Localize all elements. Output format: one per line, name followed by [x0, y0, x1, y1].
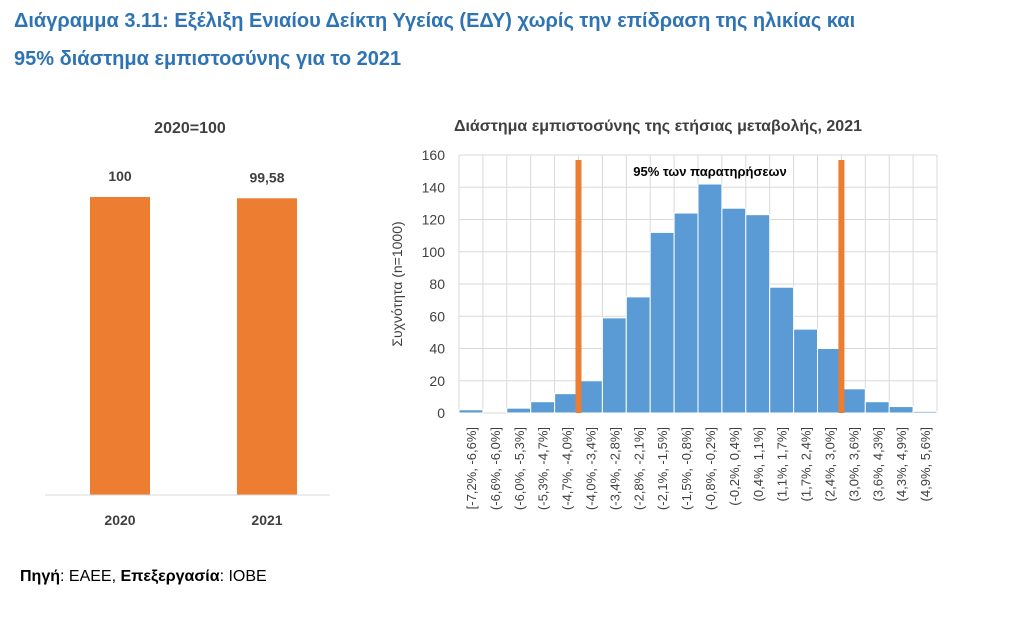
x-tick-label-9: (-1,5%, -0,8%]: [679, 427, 694, 510]
histogram-bar-10: [697, 183, 723, 414]
x-tick-label-17: (3,6%, 4,3%]: [870, 427, 885, 501]
x-tick-label-12: (0,4%, 1,1%]: [751, 427, 766, 501]
histogram-bar-16: [840, 388, 866, 414]
histogram-bar-17: [864, 401, 890, 414]
x-tick-label-13: (1,1%, 1,7%]: [775, 427, 790, 501]
source-note: Πηγή: ΕΑΕΕ, Επεξεργασία: ΙΟΒΕ: [20, 568, 267, 586]
x-tick-label-5: (-4,0%, -3,4%]: [583, 427, 598, 510]
histogram-bar-9: [673, 212, 699, 414]
histogram-bar-13: [769, 286, 795, 414]
chart-title: Διάστημα εμπιστοσύνης της ετήσιας μεταβο…: [454, 118, 862, 135]
title-line-1: Διάγραμμα 3.11: Εξέλιξη Ενιαίου Δείκτη Υ…: [14, 10, 856, 32]
source-label: Πηγή: [20, 568, 60, 585]
data-label-2020: 100: [108, 168, 132, 184]
y-axis-title: Συχνότητα (n=1000): [389, 221, 405, 346]
x-tick-label-18: (4,3%, 4,9%]: [894, 427, 909, 501]
y-tick-label-120: 120: [422, 212, 446, 228]
x-tick-label-4: (-4,7%, -4,0%]: [560, 427, 575, 510]
source-value: : ΕΑΕΕ,: [60, 568, 121, 585]
x-tick-label-14: (1,7%, 2,4%]: [799, 427, 814, 501]
x-tick-label-6: (-3,4%, -2,8%]: [607, 427, 622, 510]
x-tick-label-11: (-0,2%, 0,4%]: [727, 427, 742, 506]
y-tick-label-140: 140: [422, 179, 446, 195]
bar-2020: [90, 197, 150, 495]
x-tick-label-7: (-2,8%, -2,1%]: [631, 427, 646, 510]
histogram-bar-0: [458, 409, 484, 414]
processing-value: : ΙΟΒΕ: [219, 568, 267, 585]
category-label-2020: 2020: [104, 512, 135, 528]
y-tick-label-100: 100: [422, 244, 446, 260]
histogram-bar-18: [888, 406, 914, 414]
title-line-2: 95% διάστημα εμπιστοσύνης για το 2021: [14, 48, 402, 70]
page-title: Διάγραμμα 3.11: Εξέλιξη Ενιαίου Δείκτη Υ…: [14, 2, 1014, 78]
x-tick-label-0: [-7,2%, -6,6%]: [464, 427, 479, 509]
y-tick-label-40: 40: [429, 341, 445, 357]
x-tick-label-8: (-2,1%, -1,5%]: [655, 427, 670, 510]
x-tick-label-2: (-6,0%, -5,3%]: [512, 427, 527, 510]
category-label-2021: 2021: [251, 512, 282, 528]
x-tick-label-19: (4,9%, 5,6%]: [918, 427, 933, 501]
x-tick-label-10: (-0,8%, -0,2%]: [703, 427, 718, 510]
histogram-bar-8: [649, 231, 675, 414]
annotation-95-percent: 95% των παρατηρήσεων: [633, 164, 787, 179]
histogram-chart: Διάστημα εμπιστοσύνης της ετήσιας μεταβο…: [389, 118, 938, 510]
histogram-bar-4: [554, 393, 580, 414]
x-tick-label-1: (-6,6%, -6,0%]: [488, 427, 503, 510]
confidence-bound-lower: [575, 160, 582, 413]
histogram-bar-3: [530, 401, 556, 414]
histogram-bar-6: [601, 317, 627, 414]
y-tick-label-80: 80: [429, 276, 445, 292]
chart-title: 2020=100: [154, 120, 226, 137]
histogram-bar-12: [745, 214, 771, 414]
y-tick-label-60: 60: [429, 308, 445, 324]
x-tick-label-15: (2,4%, 3,0%]: [822, 427, 837, 501]
x-tick-label-3: (-5,3%, -4,7%]: [536, 427, 551, 510]
histogram-bar-15: [817, 348, 842, 414]
y-tick-label-160: 160: [422, 147, 446, 163]
y-tick-label-0: 0: [437, 405, 445, 421]
histogram-bar-5: [578, 380, 603, 414]
histogram-bar-2: [506, 407, 532, 414]
processing-label: Επεξεργασία: [120, 568, 220, 585]
confidence-bound-upper: [838, 160, 845, 413]
y-tick-label-20: 20: [429, 373, 445, 389]
x-tick-label-16: (3,0%, 3,6%]: [846, 427, 861, 501]
histogram-bar-14: [793, 328, 819, 414]
histogram-bar-11: [721, 207, 747, 414]
data-label-2021: 99,58: [249, 169, 284, 185]
histogram-bar-19: [912, 410, 938, 414]
index-bar-chart: 2020=100 100 2020 99,58 2021: [45, 120, 330, 528]
histogram-bar-7: [625, 296, 651, 414]
bar-2021: [237, 198, 297, 496]
